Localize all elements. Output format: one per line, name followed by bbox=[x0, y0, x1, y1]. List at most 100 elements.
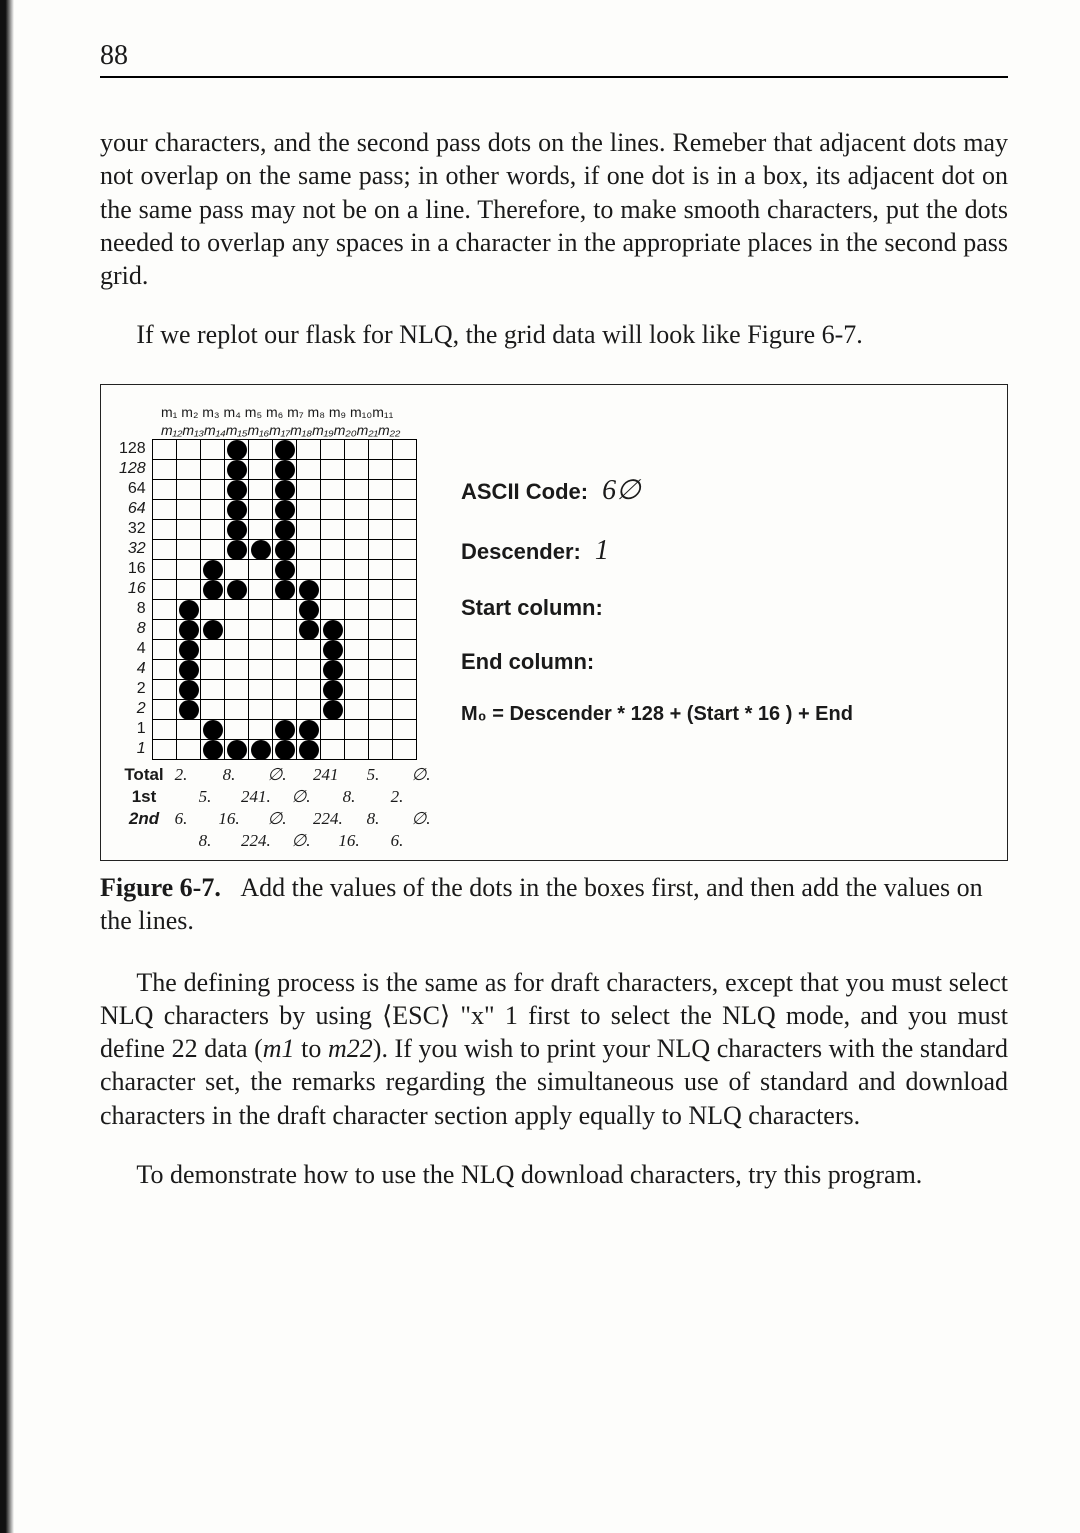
grid-cell bbox=[297, 580, 321, 600]
grid-cell bbox=[321, 660, 345, 680]
grid-cell bbox=[297, 500, 321, 520]
grid-cell bbox=[225, 640, 249, 660]
y-label: 128 bbox=[119, 459, 146, 479]
page-content: 88 your characters, and the second pass … bbox=[0, 0, 1080, 1251]
grid-cell bbox=[321, 440, 345, 460]
paragraph-3: The defining process is the same as for … bbox=[100, 966, 1008, 1132]
grid-cell bbox=[345, 580, 369, 600]
totals-row-label: Total bbox=[119, 764, 169, 786]
y-label: 8 bbox=[119, 599, 146, 619]
grid-cell bbox=[225, 620, 249, 640]
grid-cell bbox=[153, 540, 177, 560]
grid-cell bbox=[393, 620, 417, 640]
grid-cell bbox=[225, 740, 249, 760]
grid-cell bbox=[249, 620, 273, 640]
grid-cell bbox=[249, 440, 273, 460]
totals-value: 16. bbox=[337, 830, 361, 852]
grid-cell bbox=[153, 620, 177, 640]
totals-value bbox=[265, 830, 289, 852]
grid-cell bbox=[225, 540, 249, 560]
grid-cell bbox=[201, 440, 225, 460]
grid-cell bbox=[369, 660, 393, 680]
grid-cell bbox=[321, 600, 345, 620]
grid-cell bbox=[201, 620, 225, 640]
totals-value bbox=[313, 786, 337, 808]
grid-cell bbox=[345, 600, 369, 620]
grid-cell bbox=[201, 700, 225, 720]
grid-cell bbox=[393, 540, 417, 560]
grid-cell bbox=[369, 640, 393, 660]
totals-value bbox=[193, 808, 217, 830]
scan-artifact-edge bbox=[0, 0, 14, 1533]
grid-cell bbox=[273, 620, 297, 640]
grid-cell bbox=[273, 540, 297, 560]
grid-cell bbox=[249, 740, 273, 760]
totals-value: 241 bbox=[313, 764, 337, 786]
grid-cell bbox=[225, 680, 249, 700]
y-label: 64 bbox=[119, 499, 146, 519]
grid-cell bbox=[273, 680, 297, 700]
totals-value: 8. bbox=[217, 764, 241, 786]
totals-value bbox=[361, 830, 385, 852]
grid-cell bbox=[153, 500, 177, 520]
grid-cell bbox=[369, 500, 393, 520]
figure-6-7: m₁ m₂ m₃ m₄ m₅ m₆ m₇ m₈ m₉ m₁₀m₁₁ m₁₂m₁₃… bbox=[100, 384, 1008, 861]
totals-value bbox=[361, 786, 385, 808]
ascii-value: 6∅ bbox=[602, 473, 640, 507]
grid-cell bbox=[177, 480, 201, 500]
grid-cell bbox=[177, 720, 201, 740]
grid-cell bbox=[249, 500, 273, 520]
paragraph-2: If we replot our flask for NLQ, the grid… bbox=[100, 318, 1008, 351]
grid-cell bbox=[321, 560, 345, 580]
grid-cell bbox=[393, 580, 417, 600]
grid-cell bbox=[153, 720, 177, 740]
grid-cell bbox=[153, 700, 177, 720]
y-label: 1 bbox=[119, 739, 146, 759]
grid-cell bbox=[153, 480, 177, 500]
grid-cell bbox=[201, 640, 225, 660]
totals-value: ∅. bbox=[409, 808, 433, 830]
grid-cell bbox=[345, 620, 369, 640]
grid-cell bbox=[177, 540, 201, 560]
y-label: 8 bbox=[119, 619, 146, 639]
grid-cell bbox=[297, 660, 321, 680]
grid-cell bbox=[369, 680, 393, 700]
grid-cell bbox=[201, 740, 225, 760]
figure-caption: Figure 6-7. Add the values of the dots i… bbox=[100, 871, 1008, 938]
grid-cell bbox=[273, 480, 297, 500]
grid-cell bbox=[177, 740, 201, 760]
grid-cell bbox=[321, 580, 345, 600]
grid-cell bbox=[369, 460, 393, 480]
grid-cell bbox=[297, 740, 321, 760]
grid-cell bbox=[273, 740, 297, 760]
grid-cell bbox=[249, 700, 273, 720]
y-label: 4 bbox=[119, 659, 146, 679]
grid-cell bbox=[177, 620, 201, 640]
grid-cell bbox=[225, 480, 249, 500]
grid-cell bbox=[177, 460, 201, 480]
grid-cell bbox=[297, 620, 321, 640]
grid-cell bbox=[297, 540, 321, 560]
totals-value bbox=[337, 764, 361, 786]
grid-cell bbox=[153, 580, 177, 600]
grid-cell bbox=[201, 520, 225, 540]
grid-cell bbox=[369, 560, 393, 580]
grid-cell bbox=[297, 700, 321, 720]
grid-cell bbox=[321, 480, 345, 500]
grid-cell bbox=[201, 600, 225, 620]
grid-cell bbox=[321, 520, 345, 540]
grid-cell bbox=[393, 640, 417, 660]
grid-cell bbox=[297, 640, 321, 660]
grid-cell bbox=[345, 740, 369, 760]
grid-cell bbox=[273, 460, 297, 480]
grid-cell bbox=[177, 440, 201, 460]
end-col-label: End column: bbox=[461, 649, 594, 675]
grid-cell bbox=[201, 540, 225, 560]
grid-cell bbox=[153, 520, 177, 540]
grid-cell bbox=[345, 640, 369, 660]
grid-cell bbox=[297, 600, 321, 620]
grid-cell bbox=[273, 580, 297, 600]
grid-cell bbox=[369, 580, 393, 600]
grid-cell bbox=[249, 520, 273, 540]
grid-column-headers: m₁ m₂ m₃ m₄ m₅ m₆ m₇ m₈ m₉ m₁₀m₁₁ m₁₂m₁₃… bbox=[161, 403, 433, 439]
